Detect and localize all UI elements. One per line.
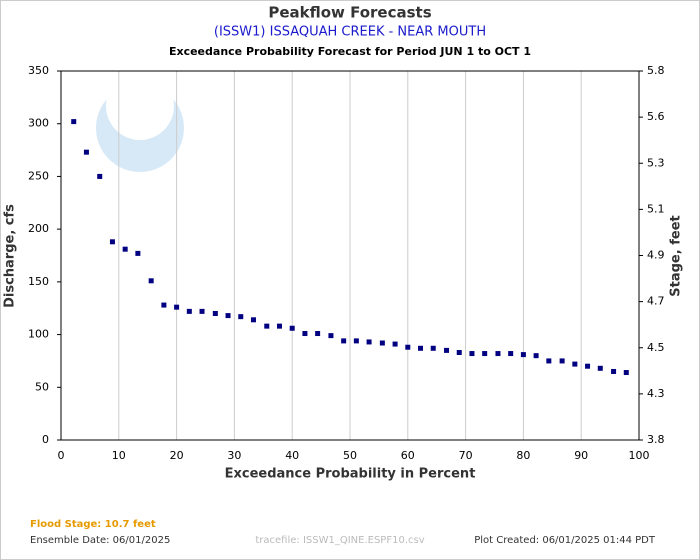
point	[71, 119, 77, 125]
y-tick-label: 50	[35, 380, 49, 393]
y2-tick-label: 4.7	[647, 295, 665, 308]
point	[302, 331, 308, 337]
y-tick-label: 300	[28, 117, 49, 130]
chart-subtitle: (ISSW1) ISSAQUAH CREEK - NEAR MOUTH	[214, 25, 486, 40]
y2-tick-label: 4.9	[647, 249, 665, 262]
y2-tick-label: 4.5	[647, 341, 665, 354]
flood-stage: Flood Stage: 10.7 feet	[30, 519, 156, 530]
y-tick-label: 350	[28, 64, 49, 77]
point	[482, 351, 488, 357]
point	[418, 345, 424, 351]
plot-area	[60, 70, 640, 441]
point	[611, 368, 617, 374]
point	[276, 323, 282, 329]
point	[366, 339, 372, 345]
point	[328, 333, 334, 339]
point	[533, 353, 539, 359]
logo	[96, 72, 184, 172]
y-tick-label: 100	[28, 328, 49, 341]
point	[379, 340, 385, 346]
point	[623, 370, 629, 376]
point	[495, 351, 501, 357]
x-tick-label: 60	[401, 449, 415, 462]
chart-title: Peakflow Forecasts	[268, 4, 431, 22]
x-tick-label: 70	[459, 449, 473, 462]
point	[444, 347, 450, 353]
x-tick-label: 100	[629, 449, 650, 462]
point	[353, 338, 359, 344]
point	[238, 314, 244, 320]
point	[212, 310, 218, 316]
point	[341, 338, 347, 344]
point	[135, 250, 141, 256]
y2-tick-label: 3.8	[647, 433, 665, 446]
y2-axis-label: Stage, feet	[669, 215, 684, 296]
point	[148, 278, 154, 284]
point	[585, 363, 591, 369]
point	[122, 246, 128, 252]
ensemble-date: Ensemble Date: 06/01/2025	[30, 535, 170, 546]
y-tick-label: 200	[28, 222, 49, 235]
point	[597, 365, 603, 371]
point	[559, 358, 565, 364]
x-tick-label: 50	[343, 449, 357, 462]
point	[456, 349, 462, 355]
x-tick-label: 80	[516, 449, 530, 462]
point	[289, 325, 295, 331]
y-tick-label: 0	[42, 433, 49, 446]
plot-created: Plot Created: 06/01/2025 01:44 PDT	[474, 535, 656, 546]
x-tick-label: 0	[58, 449, 65, 462]
y2-tick-label: 5.6	[647, 110, 665, 123]
point	[546, 358, 552, 364]
y-axis-label: Discharge, cfs	[3, 204, 18, 308]
point	[186, 308, 192, 314]
y2-tick-label: 5.3	[647, 156, 665, 169]
point	[174, 304, 180, 310]
y2-tick-label: 5.1	[647, 202, 665, 215]
point	[520, 352, 526, 358]
point	[97, 173, 103, 179]
point	[250, 317, 256, 323]
point	[315, 331, 321, 337]
point	[392, 341, 398, 347]
x-tick-label: 10	[112, 449, 126, 462]
x-tick-label: 30	[227, 449, 241, 462]
point	[199, 308, 205, 314]
point	[225, 313, 231, 319]
point	[508, 351, 514, 357]
point	[83, 149, 89, 155]
y-tick-label: 250	[28, 169, 49, 182]
y-tick-label: 150	[28, 275, 49, 288]
point	[405, 344, 411, 350]
point	[469, 351, 475, 357]
x-tick-label: 90	[574, 449, 588, 462]
point	[264, 323, 270, 329]
point	[572, 361, 578, 367]
point	[430, 345, 436, 351]
tracefile: tracefile: ISSW1_QINE.ESPF10.csv	[255, 535, 424, 546]
y2-tick-label: 5.8	[647, 64, 665, 77]
point	[161, 302, 167, 308]
x-tick-label: 20	[170, 449, 184, 462]
chart-description: Exceedance Probability Forecast for Peri…	[169, 45, 531, 58]
point	[109, 239, 115, 245]
x-axis-label: Exceedance Probability in Percent	[225, 467, 476, 482]
y2-tick-label: 4.3	[647, 387, 665, 400]
x-tick-label: 40	[285, 449, 299, 462]
